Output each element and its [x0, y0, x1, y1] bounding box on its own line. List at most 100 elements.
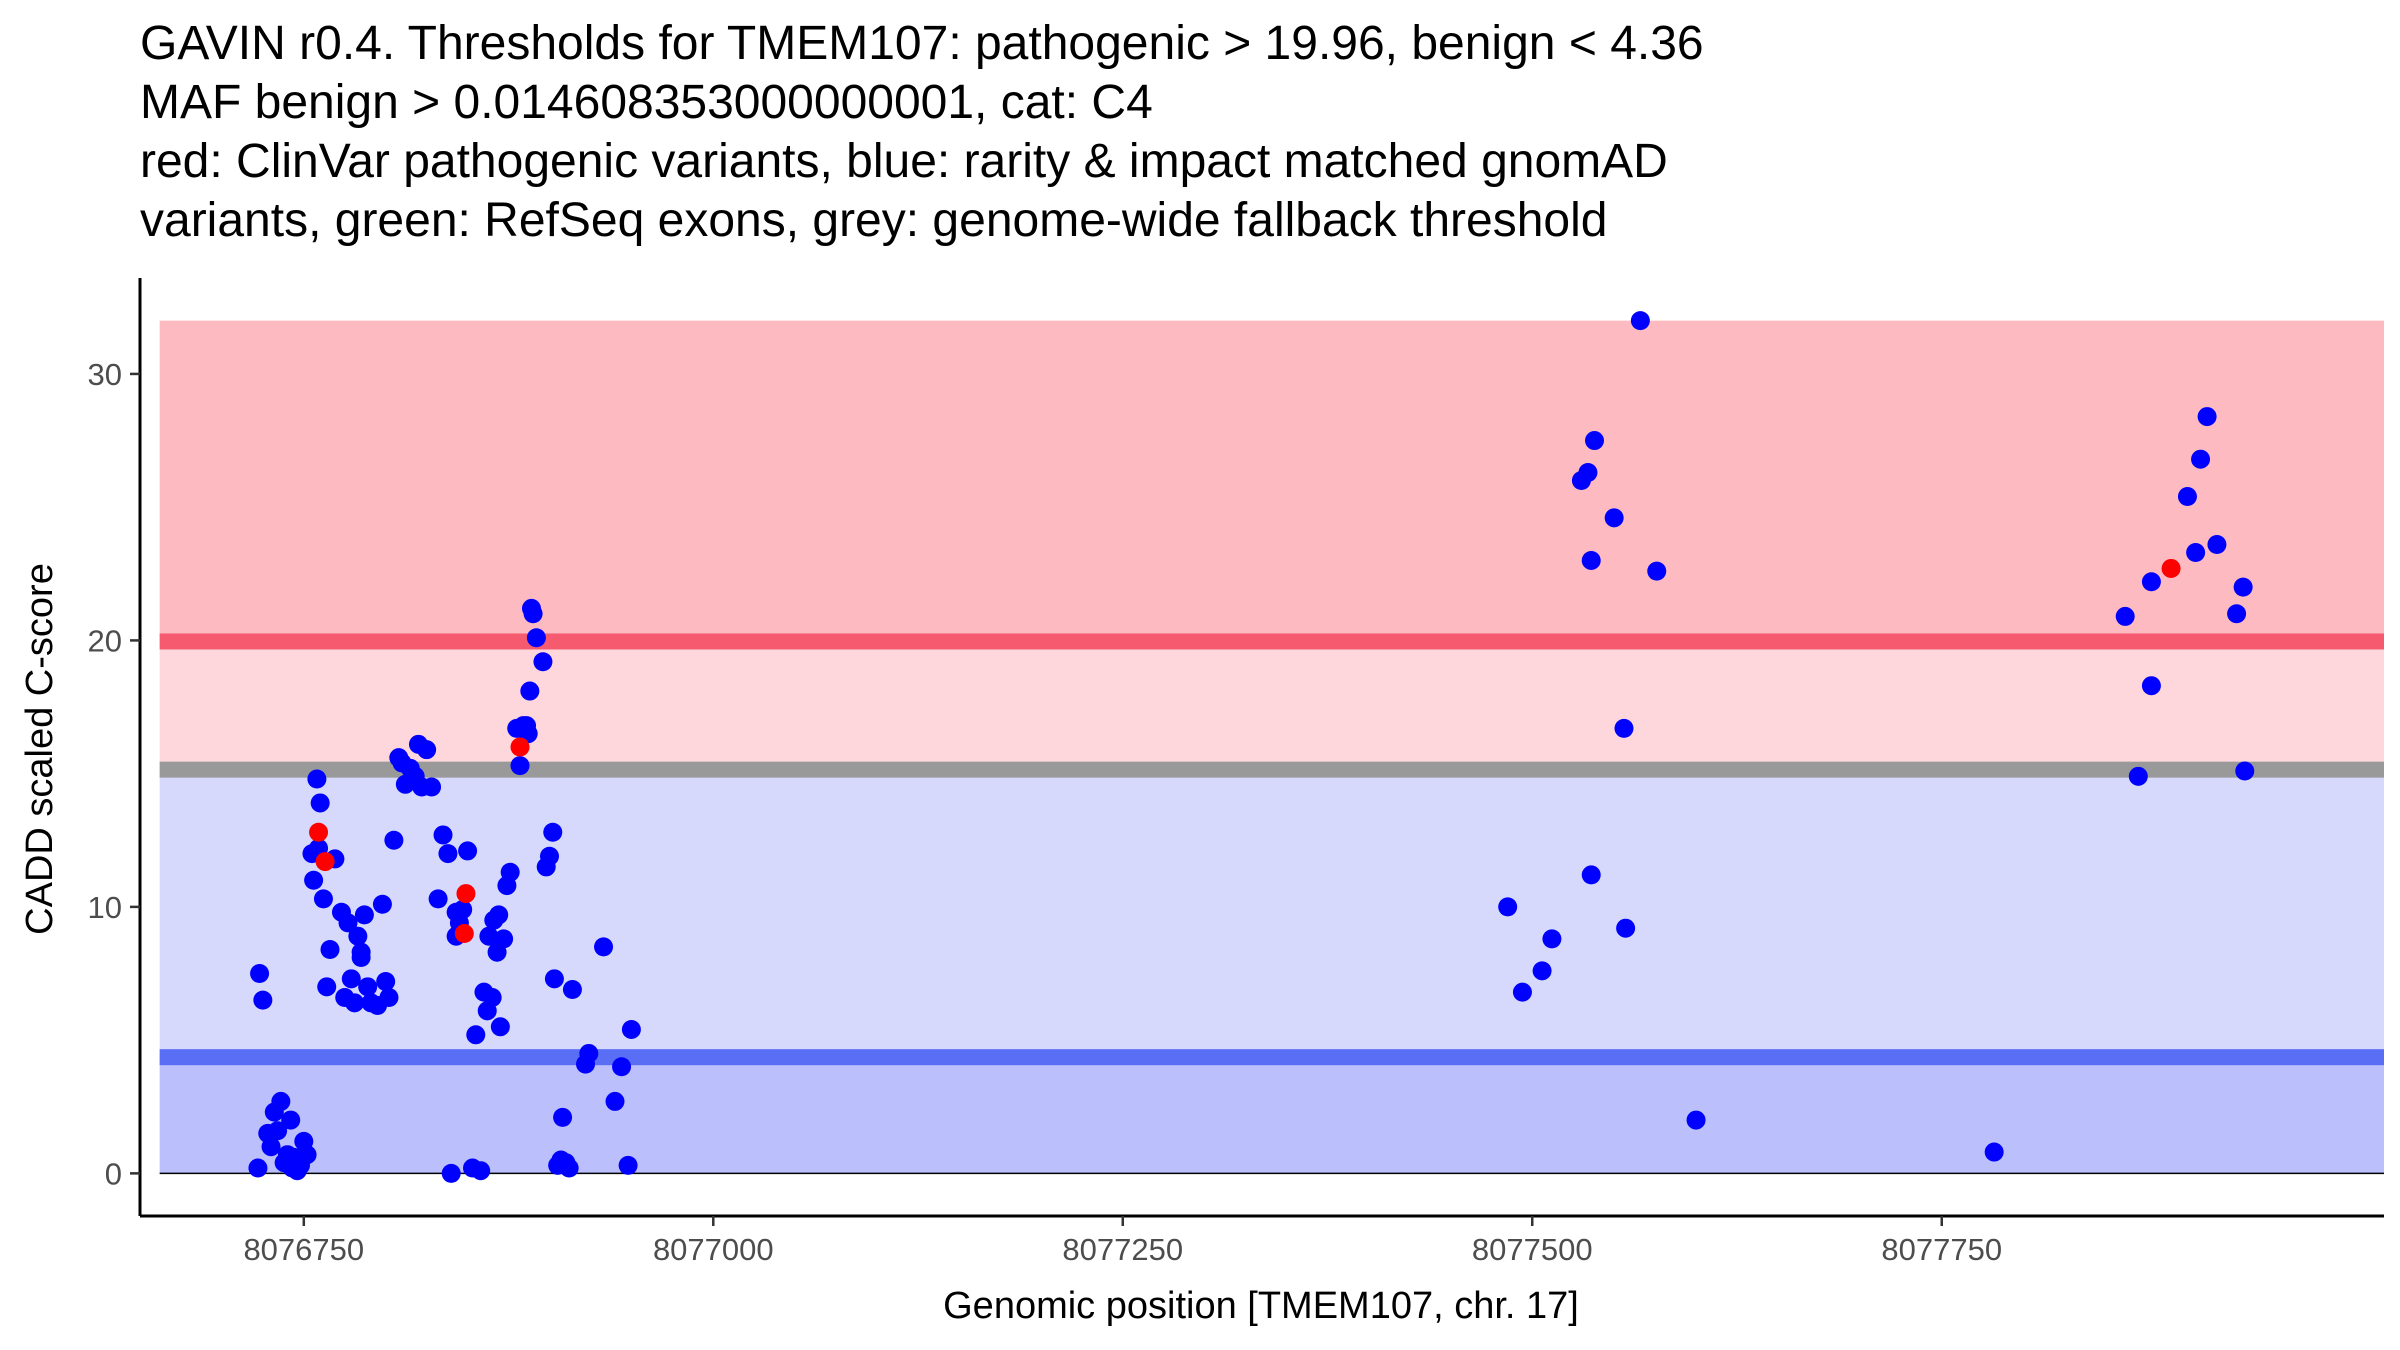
gnomad-point — [479, 926, 499, 946]
gnomad-point — [2227, 604, 2247, 624]
gnomad-point — [1498, 897, 1518, 917]
gnomad-point — [376, 972, 396, 991]
gnomad-point — [612, 1057, 632, 1077]
gnomad-point — [562, 979, 582, 999]
gnomad-point — [433, 825, 453, 845]
y-axis-title: CADD scaled C-score — [19, 563, 61, 935]
gnomad-point — [471, 1161, 491, 1181]
threshold-lines — [159, 633, 2384, 1175]
gnomad-point — [422, 777, 442, 797]
gnomad-point — [1604, 508, 1624, 528]
gnomad-point — [358, 977, 378, 997]
gnomad-point — [1614, 718, 1634, 738]
data-points — [248, 311, 2255, 1183]
threshold-bands — [159, 320, 2384, 1174]
gnomad-point — [526, 628, 546, 648]
gnomad-point — [1984, 1142, 2004, 1162]
gnomad-point — [594, 937, 614, 957]
gnomad-point — [2177, 487, 2197, 507]
pathogenic-threshold-line — [159, 633, 2384, 650]
gnomad-point — [281, 1110, 301, 1130]
gnomad-point — [438, 844, 458, 864]
gnomad-point — [2191, 449, 2211, 469]
gnomad-point — [1581, 550, 1601, 570]
gnomad-point — [520, 681, 540, 701]
fallback-to-benign-zone — [159, 769, 2384, 1058]
title-line-4: variants, green: RefSeq exons, grey: gen… — [140, 194, 1608, 247]
gnomad-point — [1630, 311, 1650, 331]
gnomad-point — [428, 889, 448, 909]
gnomad-point — [2141, 676, 2161, 696]
gnomad-point — [482, 987, 502, 1007]
x-axis-title: Genomic position [TMEM107, chr. 17] — [943, 1285, 1579, 1327]
gnomad-point — [605, 1091, 625, 1111]
gnomad-point — [268, 1121, 288, 1141]
clinvar-point — [315, 852, 335, 872]
clinvar-point — [510, 737, 530, 757]
gnomad-point — [490, 1017, 510, 1037]
clinvar-point — [456, 884, 476, 904]
gnomad-point — [253, 990, 273, 1010]
gnomad-point — [271, 1091, 291, 1111]
clinvar-point — [309, 822, 329, 842]
axes: 8076750 8077000 8077250 8077500 8077750 0 10 20… — [88, 278, 2384, 1267]
gnomad-point — [1578, 463, 1598, 483]
x-tick-label: 8076750 — [243, 1232, 364, 1267]
chart-title: GAVIN r0.4. Thresholds for TMEM107: path… — [140, 14, 2380, 250]
gnomad-point — [621, 1019, 641, 1039]
x-tick-label: 8077500 — [1472, 1232, 1593, 1267]
gnomad-point — [310, 793, 330, 813]
gnomad-point — [317, 977, 337, 997]
gnomad-point — [320, 940, 340, 960]
gnomad-point — [494, 929, 514, 949]
gnomad-point — [417, 740, 437, 760]
gnomad-point — [351, 942, 371, 962]
gnomad-point — [2128, 766, 2148, 786]
pathogenic-zone — [159, 320, 2384, 642]
gnomad-point — [354, 905, 374, 925]
gnomad-point — [1581, 865, 1601, 885]
gnomad-point — [2235, 761, 2255, 781]
gnomad-point — [1585, 431, 1605, 451]
gnomad-point — [1647, 561, 1667, 581]
gnomad-point — [304, 870, 324, 890]
y-tick-label: 30 — [88, 357, 122, 392]
gnomad-point — [384, 830, 404, 850]
gnomad-point — [510, 756, 530, 776]
clinvar-point — [2161, 558, 2181, 578]
gnomad-point — [579, 1043, 599, 1063]
gnomad-point — [489, 905, 509, 925]
gnomad-point — [341, 969, 361, 989]
title-line-2: MAF benign > 0.014608353000000001, cat: … — [140, 76, 1153, 129]
x-tick-label: 8077250 — [1062, 1232, 1183, 1267]
gnomad-point — [539, 846, 559, 866]
gnomad-point — [2207, 534, 2227, 554]
gnomad-point — [2141, 572, 2161, 592]
gnomad-point — [553, 1107, 573, 1127]
y-tick-label: 20 — [88, 623, 122, 658]
clinvar-point — [454, 924, 474, 944]
benign-zone — [159, 1057, 2384, 1174]
gnomad-point — [2115, 606, 2135, 626]
gnomad-point — [379, 987, 399, 1007]
gnomad-point — [338, 913, 358, 933]
gnomad-point — [1542, 929, 1562, 949]
gnomad-point — [466, 1025, 486, 1045]
gnomad-point — [250, 964, 270, 984]
gnomad-point — [261, 1137, 281, 1157]
gnomad-point — [453, 900, 473, 920]
y-tick-label: 0 — [105, 1156, 122, 1191]
gnomad-point — [559, 1158, 579, 1178]
gnomad-point — [500, 862, 520, 882]
gnomad-point — [1512, 982, 1532, 1002]
gnomad-point — [458, 841, 478, 861]
gnomad-point — [1616, 918, 1636, 938]
gnomad-point — [618, 1155, 638, 1175]
pathogenic-to-fallback-zone — [159, 641, 2384, 770]
gnomad-point — [248, 1158, 268, 1178]
gnomad-point — [1686, 1110, 1706, 1130]
gnomad-point — [307, 769, 327, 789]
gnomad-point — [2233, 577, 2253, 597]
x-tick-label: 8077750 — [1881, 1232, 2002, 1267]
gnomad-point — [348, 926, 368, 946]
